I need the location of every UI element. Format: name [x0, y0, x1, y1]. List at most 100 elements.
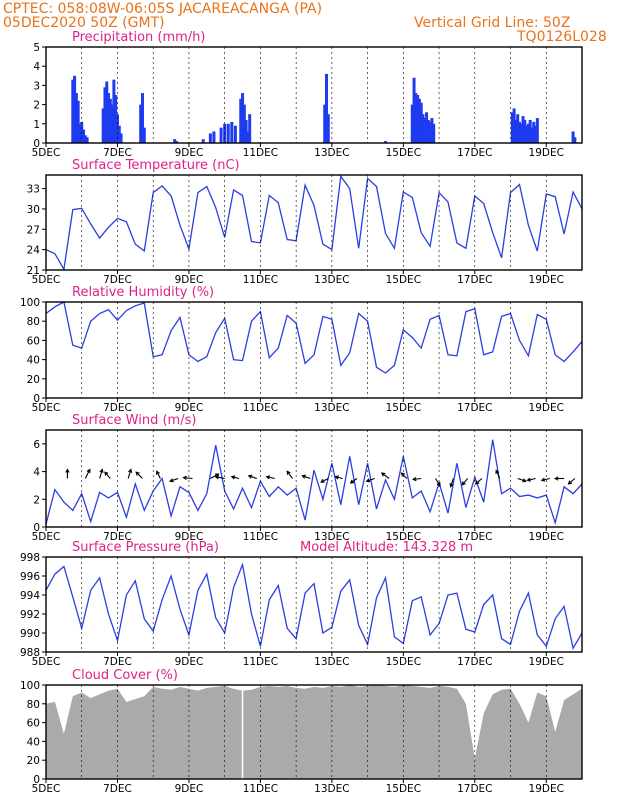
precip-bar [83, 135, 87, 143]
wind-arrow-head [214, 475, 220, 480]
y-tick-label: 24 [27, 245, 41, 257]
precip-bar [82, 129, 86, 143]
precip-bar [416, 95, 420, 143]
precip-bar [419, 102, 423, 143]
wind-arrow [568, 478, 576, 485]
precip-bar [101, 108, 105, 143]
precip-bar [248, 114, 252, 143]
wind-arrow [84, 469, 91, 479]
wind-arrow-head [230, 475, 236, 480]
wind-arrow [381, 472, 390, 479]
precip-bar [510, 112, 514, 143]
y-tick-label: 30 [27, 204, 40, 216]
precip-bar [112, 79, 116, 143]
precip-bar [383, 141, 387, 143]
wind-arrow [135, 471, 143, 479]
precip-bar [517, 121, 521, 143]
panel-frame [45, 174, 583, 271]
y-tick-label: 0 [33, 774, 40, 786]
precip-bar [76, 100, 80, 143]
y-tick-label: 3 [33, 80, 40, 92]
x-tick-label: 5DEC [32, 531, 61, 543]
y-tick-label: 20 [27, 755, 40, 767]
x-tick-label: 17DEC [457, 402, 492, 414]
y-tick-label: 60 [27, 718, 40, 730]
header-model-code: TQ0126L028 [516, 29, 607, 45]
x-tick-label: 9DEC [175, 783, 204, 795]
wind-arrow-head [400, 472, 406, 477]
precip-bar [523, 119, 527, 143]
y-tick-label: 5 [33, 42, 40, 54]
precip-bar [239, 98, 243, 143]
wind-arrow [320, 478, 329, 483]
y-tick-label: 998 [20, 552, 40, 564]
precip-bar [117, 125, 121, 143]
precip-bar [139, 104, 143, 143]
precip-bar [571, 131, 575, 143]
precip-bar [326, 114, 330, 143]
wind-arrow [450, 478, 454, 487]
wind-arrow [169, 477, 179, 482]
wind-arrow-head [567, 480, 573, 485]
wind-arrow-head [436, 482, 441, 487]
panel-frame [45, 46, 583, 144]
y-tick-label: 2 [33, 100, 40, 112]
precip-bar [519, 123, 523, 143]
x-tick-label: 15DEC [386, 783, 421, 795]
y-tick-label: 0 [33, 393, 40, 405]
y-tick-label: 992 [20, 609, 40, 621]
panel-precip: 0 1 2 3 4 5 5DEC 7DEC 9DEC 11DEC 13DEC 15DEC 17DEC 19… [32, 30, 583, 159]
x-tick-label: 19DEC [529, 402, 564, 414]
wind-arrow-head [320, 478, 325, 483]
precip-bar [246, 131, 250, 143]
x-tick-label: 13DEC [314, 402, 349, 414]
precip-bar [512, 108, 516, 143]
wind-series-line [45, 439, 583, 526]
wind-arrow [127, 469, 132, 479]
wind-arrow-head [553, 476, 559, 481]
wind-arrow [527, 477, 536, 481]
precip-bar [530, 127, 534, 143]
x-tick-label: 7DEC [103, 783, 132, 795]
precip-bar [532, 121, 536, 143]
panel-frame [45, 301, 583, 399]
x-tick-label: 19DEC [529, 656, 564, 668]
precip-bar [323, 104, 327, 143]
precip-bar [74, 93, 78, 143]
x-tick-label: 5DEC [32, 656, 61, 668]
panel-temp: 21 24 27 30 33 5DEC 7DEC 9DEC 11DEC 13DEC 15DEC 17D… [27, 158, 583, 286]
precip-bar [414, 93, 418, 143]
precip-bar [426, 119, 430, 143]
precip-bar [71, 79, 75, 143]
x-tick-label: 5DEC [32, 147, 61, 159]
wind-arrow-head [349, 479, 355, 484]
y-tick-label: 100 [20, 680, 40, 692]
panel-rh: 0 20 40 60 80 100 5DEC 7DEC 9DEC 11DEC 13DEC 15DEC 1… [20, 285, 583, 414]
wind-arrow [156, 471, 161, 479]
panels: 0 1 2 3 4 5 5DEC 7DEC 9DEC 11DEC 13DEC 15DEC 17DEC 19… [20, 30, 583, 795]
y-tick-label: 60 [27, 335, 40, 347]
panel-title: Surface Wind (m/s) [72, 413, 196, 428]
wind-arrow-head [247, 474, 253, 479]
y-tick-label: 4 [33, 467, 40, 479]
wind-arrow [541, 477, 550, 481]
panel-title: Relative Humidity (%) [72, 285, 214, 300]
wind-arrow-head [380, 472, 386, 477]
y-tick-label: 80 [27, 316, 40, 328]
wind-arrow-head [65, 468, 70, 473]
precip-bar [233, 125, 237, 143]
y-tick-label: 33 [27, 184, 40, 196]
wind-arrow-head [286, 470, 291, 475]
panel-frame [45, 556, 583, 653]
wind-arrow [231, 476, 240, 480]
precip-bar [107, 93, 111, 143]
panel-title: Precipitation (mm/h) [72, 30, 205, 45]
x-tick-label: 7DEC [103, 274, 132, 286]
precip-bar [208, 133, 212, 143]
x-tick-label: 5DEC [32, 783, 61, 795]
x-tick-label: 7DEC [103, 531, 132, 543]
x-tick-label: 17DEC [457, 656, 492, 668]
x-tick-label: 9DEC [175, 147, 204, 159]
precip-bar [114, 95, 118, 143]
